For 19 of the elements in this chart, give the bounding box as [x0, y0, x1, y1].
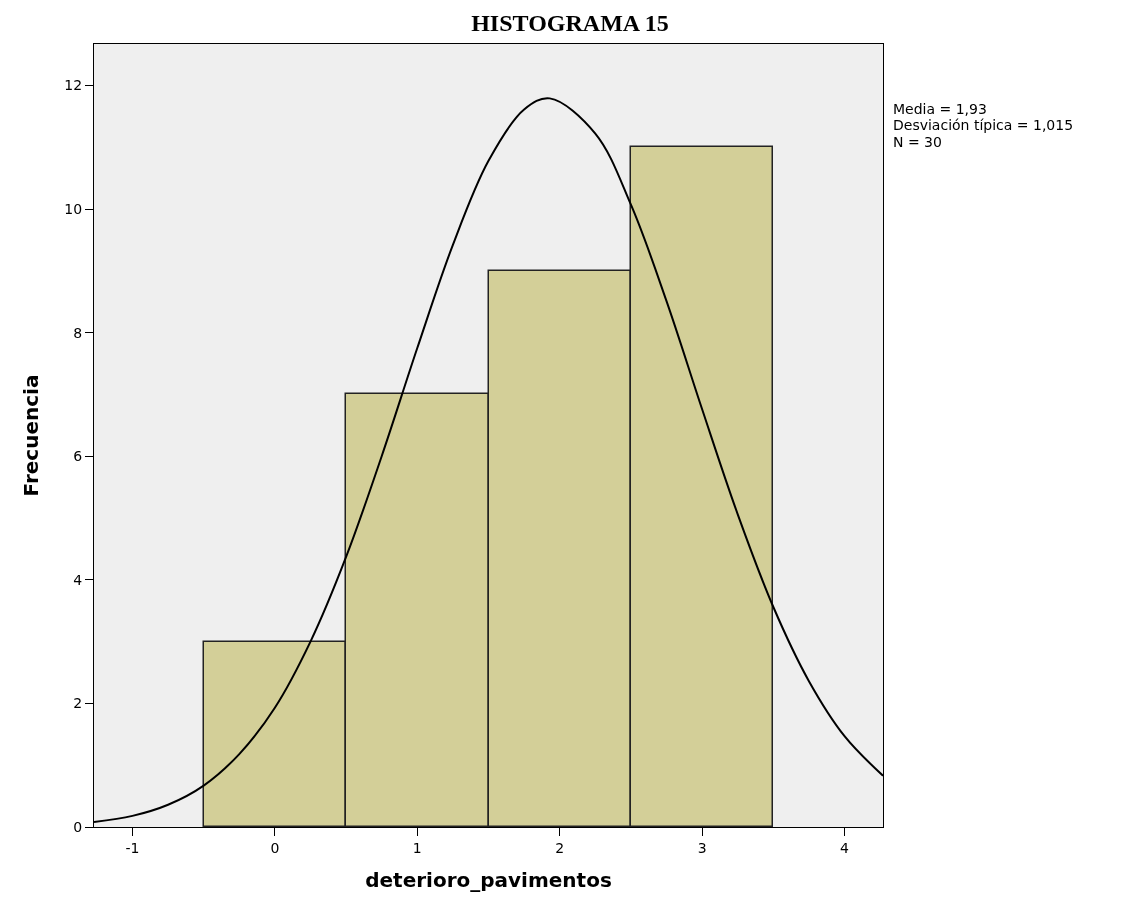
x-tick-label: 1	[412, 839, 422, 856]
y-tick-label: 4	[73, 571, 83, 588]
y-tick-label: 8	[73, 324, 83, 341]
y-tick-label: 10	[64, 200, 83, 217]
y-tick-label: 6	[73, 448, 83, 465]
chart-title: HISTOGRAMA 15	[471, 9, 669, 36]
text: Desviación típica = 1,015	[893, 117, 1074, 133]
y-tick-label: 12	[64, 77, 83, 94]
x-tick-label: 0	[270, 839, 280, 856]
y-tick-label: 2	[73, 695, 83, 712]
y-axis-title: Frecuencia	[18, 374, 43, 497]
y-tick-label: 0	[73, 818, 83, 835]
x-axis-title: deterioro_pavimentos	[365, 868, 612, 893]
x-tick-label: -1	[125, 839, 140, 856]
x-tick-label: 4	[840, 839, 850, 856]
text: Media = 1,93	[893, 101, 987, 117]
x-tick-label: 3	[697, 839, 707, 856]
text: N = 30	[893, 134, 942, 150]
x-tick-label: 2	[555, 839, 565, 856]
